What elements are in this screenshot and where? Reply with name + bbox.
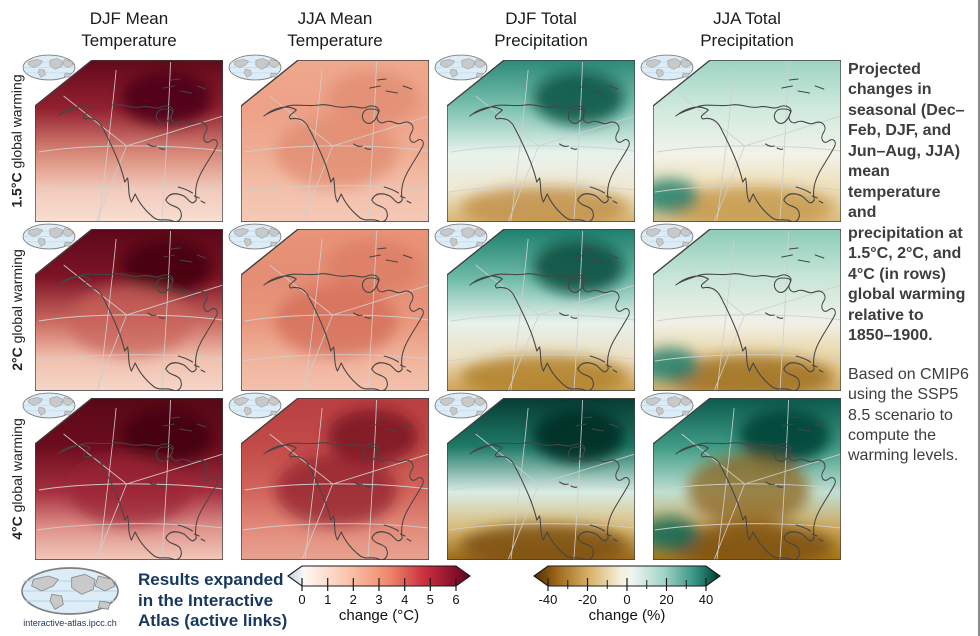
map-panel-r2-djf-temperature [22,223,223,391]
atlas-link-globe-icon[interactable] [434,392,488,419]
map-panel-r3-djf-precipitation [434,392,635,560]
row-label-2c-global-warming: 2°C global warming [0,229,34,391]
tick-label: 0 [623,592,630,607]
tick-label: 5 [427,592,434,607]
caption-paragraph-2: Based on CMIP6 using the SSP5 8.5 scenar… [848,365,969,465]
row-level: 4°C [9,516,25,540]
atlas-link-globe-icon[interactable] [640,223,694,250]
tick-label: 40 [699,592,713,607]
tick-label: 4 [401,592,408,607]
map-grid [22,54,841,560]
precipitation-colorbar-major-ticks [547,578,707,591]
map-fill [653,229,841,391]
col-header-jja-total-precipitation: JJA Total Precipitation [700,9,794,50]
precipitation-colorbar-minor-ticks [567,580,687,589]
row-label-4c-global-warming: 4°C global warming [0,398,34,560]
map-panel-r2-djf-precipitation [434,223,635,391]
caption-paragraph-1: Projected changes in seasonal (Dec–Feb, … [848,61,966,345]
map-panel-r2-jja-precipitation [640,223,841,391]
map-panel-r3-jja-temperature [228,392,429,560]
map-panel-r2-jja-temperature [228,223,429,391]
figure-caption: Projected changes in seasonal (Dec–Feb, … [848,60,972,485]
atlas-link-globe-icon[interactable] [434,223,488,250]
atlas-link-globe-icon[interactable] [640,54,694,81]
atlas-note: Results expanded in the Interactive Atla… [138,570,288,631]
col-header-djf-total-precipitation: DJF Total Precipitation [494,9,588,50]
row-label-1-5c-global-warming: 1.5°C global warming [0,60,34,222]
row-suffix: global warming [9,418,25,513]
map-panel-r1-jja-temperature [228,54,429,222]
tick-label: 2 [350,592,357,607]
row-level: 2°C [9,347,25,371]
tick-label: 3 [375,592,382,607]
row-level: 1.5°C [9,172,26,208]
atlas-link-globe-icon[interactable] [228,54,282,81]
map-fill [653,60,841,222]
precipitation-colorbar: -40 -20 0 20 40 change (%) [533,565,721,624]
atlas-link-globe-icon[interactable] [22,223,76,250]
interactive-atlas-logo-icon[interactable] [18,566,122,616]
map-panel-r3-djf-temperature [22,392,223,560]
temperature-colorbar: 0 1 2 3 4 5 6 change (°C) [287,565,471,624]
temperature-colorbar-label: change (°C) [339,607,419,624]
atlas-link-globe-icon[interactable] [22,392,76,419]
atlas-link-globe-icon[interactable] [22,54,76,81]
map-panel-r1-djf-temperature [22,54,223,222]
tick-label: 0 [298,592,305,607]
row-suffix: global warming [9,249,25,344]
tick-label: -20 [578,592,597,607]
map-panel-r3-jja-precipitation [640,392,841,560]
tick-label: 20 [659,592,673,607]
column-headers: DJF Mean Temperature JJA Mean Temperatur… [35,8,841,52]
atlas-link-globe-icon[interactable] [228,392,282,419]
col-header-djf-mean-temperature: DJF Mean Temperature [81,9,177,50]
temperature-colorbar-ticks [301,578,457,591]
precipitation-colorbar-label: change (%) [589,607,666,624]
atlas-link-globe-icon[interactable] [640,392,694,419]
row-suffix: global warming [9,74,26,169]
tick-label: 6 [452,592,459,607]
tick-label: 1 [324,592,331,607]
atlas-url[interactable]: interactive-atlas.ipcc.ch [23,618,117,628]
atlas-link-globe-icon[interactable] [434,54,488,81]
map-panel-r1-jja-precipitation [640,54,841,222]
tick-label: -40 [539,592,558,607]
col-header-jja-mean-temperature: JJA Mean Temperature [287,9,383,50]
map-panel-r1-djf-precipitation [434,54,635,222]
atlas-link-globe-icon[interactable] [228,223,282,250]
